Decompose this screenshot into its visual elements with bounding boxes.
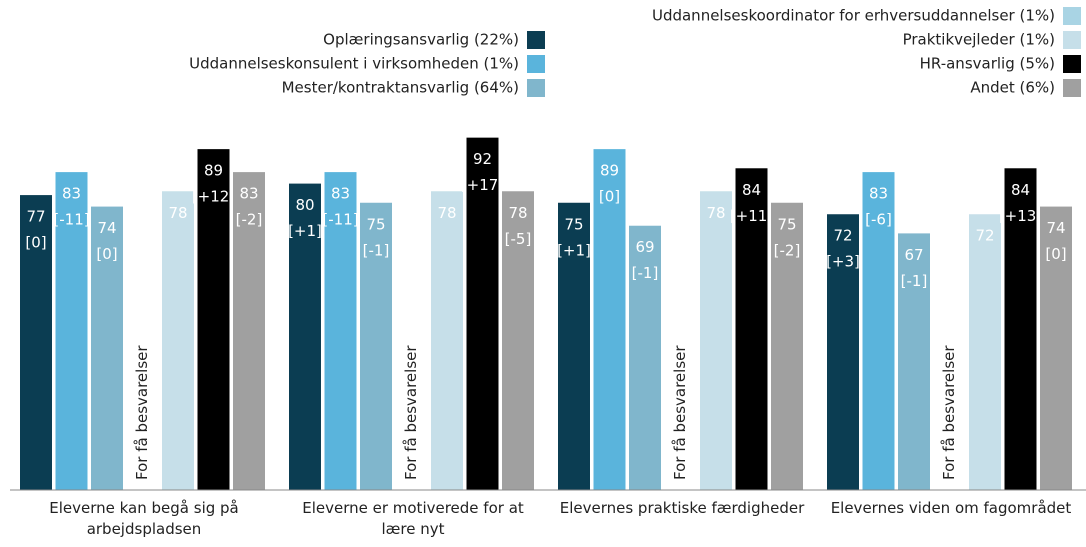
value-label: 78 (706, 204, 725, 222)
bar (20, 195, 52, 490)
x-tick-label: Eleverne kan begå sig på arbejdspladsen (49, 499, 239, 538)
change-label: [0] (96, 245, 117, 263)
null-label: For få besvarelser (671, 345, 689, 480)
bar (197, 149, 230, 490)
x-tick-label: Elevernes viden om fagområdet (830, 499, 1072, 517)
legend-label: Uddannelseskonsulent i virksomheden (1%) (189, 55, 519, 73)
bar (233, 172, 265, 491)
value-label: 67 (904, 246, 923, 264)
legend-label: Mester/kontraktansvarlig (64%) (282, 79, 519, 97)
change-label: [-1] (363, 241, 390, 259)
change-label: [-1] (901, 272, 928, 290)
legend-swatch (1063, 55, 1081, 73)
legend-label: Andet (6%) (970, 79, 1055, 97)
bar (735, 168, 768, 490)
value-label: 72 (975, 227, 994, 245)
value-label: 78 (508, 204, 527, 222)
value-label: 83 (62, 185, 81, 203)
value-label: 74 (97, 219, 116, 237)
change-label: [0] (1045, 245, 1066, 263)
legend-label: Praktikvejleder (1%) (903, 31, 1055, 49)
value-label: 77 (26, 208, 45, 226)
bar (969, 214, 1001, 491)
bar (629, 225, 661, 491)
value-label: 83 (869, 185, 888, 203)
change-label: [+11] (730, 207, 773, 225)
legend-swatch (527, 79, 545, 97)
value-label: 72 (833, 227, 852, 245)
value-label: 89 (204, 162, 223, 180)
change-label: [+1] (557, 241, 591, 259)
bar (91, 206, 123, 490)
change-label: [+13] (999, 207, 1042, 225)
bar (162, 191, 194, 490)
bar (1004, 168, 1037, 490)
change-label: [-5] (505, 230, 532, 248)
bar (898, 233, 930, 490)
change-label: [+3] (826, 253, 860, 271)
legend-label: HR-ansvarlig (5%) (920, 55, 1055, 73)
bar (466, 137, 499, 490)
bar (360, 202, 392, 490)
legend-swatch (1063, 79, 1081, 97)
null-label: For få besvarelser (940, 345, 958, 480)
value-label: 75 (366, 215, 385, 233)
value-label: 89 (600, 162, 619, 180)
legend-swatch (1063, 31, 1081, 49)
bar (502, 191, 534, 490)
x-tick-label: Eleverne er motiverede for at lære nyt (302, 499, 524, 538)
value-label: 80 (295, 196, 314, 214)
bar (289, 183, 321, 490)
change-label: [+12] (192, 188, 235, 206)
bar (324, 172, 357, 491)
bar (431, 191, 463, 490)
change-label: [-11] (322, 211, 358, 229)
change-label: [-1] (632, 264, 659, 282)
legend-swatch (1063, 7, 1081, 25)
bar (1040, 206, 1072, 490)
value-label: 69 (635, 238, 654, 256)
bar (827, 214, 859, 491)
value-label: 84 (742, 181, 761, 199)
value-label: 83 (239, 185, 258, 203)
change-label: [-11] (53, 211, 89, 229)
x-tick-label: Elevernes praktiske færdigheder (559, 499, 805, 517)
value-label: 78 (168, 204, 187, 222)
bar (700, 191, 732, 490)
change-label: [0] (25, 234, 46, 252)
null-label: For få besvarelser (402, 345, 420, 480)
bar (593, 149, 626, 490)
change-label: [-2] (774, 241, 801, 259)
legend-swatch (527, 31, 545, 49)
bar (862, 172, 895, 491)
null-label: For få besvarelser (133, 345, 151, 480)
change-label: [-6] (865, 211, 892, 229)
bar (771, 202, 803, 490)
legend-swatch (527, 55, 545, 73)
value-label: 78 (437, 204, 456, 222)
bar (558, 202, 590, 490)
bar (55, 172, 88, 491)
change-label: [+17] (461, 176, 504, 194)
legend-label: Uddannelseskoordinator for erhversuddann… (652, 7, 1055, 25)
value-label: 75 (777, 215, 796, 233)
legend-label: Oplæringsansvarlig (22%) (323, 31, 519, 49)
change-label: [-2] (236, 211, 263, 229)
value-label: 75 (564, 215, 583, 233)
change-label: [0] (599, 188, 620, 206)
value-label: 83 (331, 185, 350, 203)
value-label: 84 (1011, 181, 1030, 199)
value-label: 92 (473, 150, 492, 168)
change-label: [+1] (288, 222, 322, 240)
value-label: 74 (1046, 219, 1065, 237)
